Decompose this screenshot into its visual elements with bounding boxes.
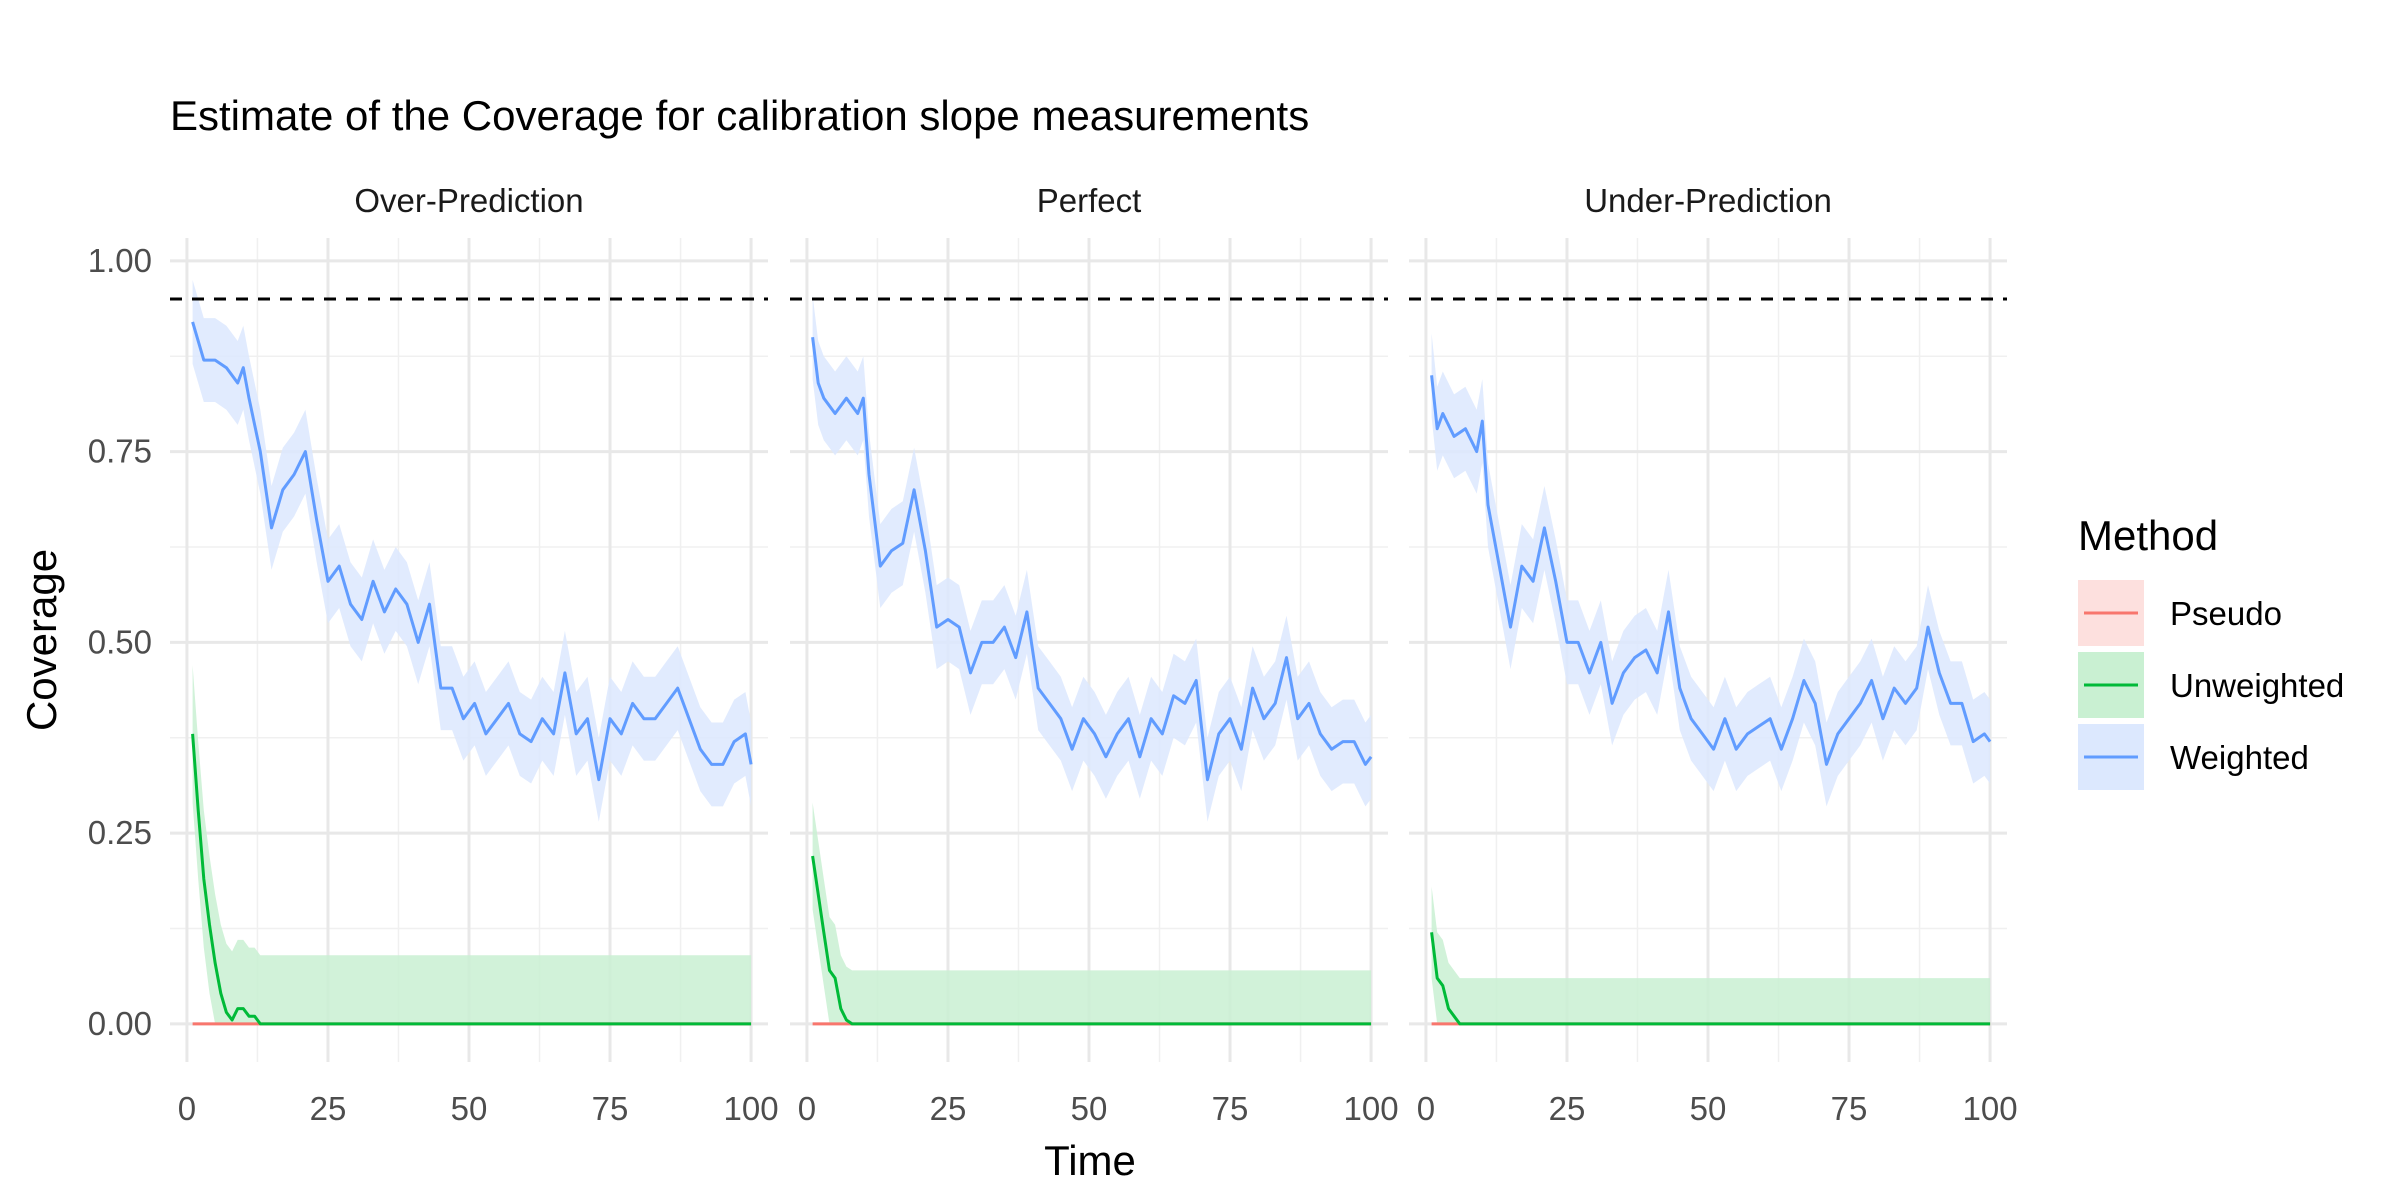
confidence-band-weighted — [192, 280, 752, 822]
legend-title: Method — [2078, 512, 2218, 559]
legend-label: Unweighted — [2170, 667, 2344, 704]
x-tick-label: 100 — [1963, 1090, 2018, 1127]
confidence-band-unweighted — [1431, 886, 1991, 1024]
confidence-band-weighted — [812, 295, 1372, 822]
chart-title: Estimate of the Coverage for calibration… — [170, 92, 1309, 139]
legend-item-weighted: Weighted — [2078, 724, 2309, 790]
legend-label: Weighted — [2170, 739, 2309, 776]
series-line-unweighted — [1430, 932, 1991, 1026]
y-tick-label: 0.50 — [88, 623, 152, 660]
x-tick-label: 50 — [451, 1090, 488, 1127]
series-line-weighted — [1430, 375, 1992, 766]
facet-panels: Over-Prediction 0 25 50 75 100 0.00 0.25 0.50 0.7… — [88, 182, 2018, 1127]
series-line-weighted — [191, 321, 753, 782]
x-tick-label: 100 — [724, 1090, 779, 1127]
x-tick-label: 0 — [178, 1090, 196, 1127]
x-tick-label: 50 — [1690, 1090, 1727, 1127]
y-tick-label: 0.00 — [88, 1005, 152, 1042]
x-tick-label: 75 — [1212, 1090, 1249, 1127]
y-tick-label: 0.25 — [88, 814, 152, 851]
confidence-band-unweighted — [812, 802, 1372, 1024]
y-tick-label: 1.00 — [88, 242, 152, 279]
legend-label: Pseudo — [2170, 595, 2282, 632]
facet-label: Over-Prediction — [354, 182, 583, 219]
x-axis-title: Time — [1044, 1137, 1136, 1184]
confidence-band-unweighted — [192, 665, 752, 1024]
x-tick-label: 25 — [930, 1090, 967, 1127]
x-tick-label: 50 — [1071, 1090, 1108, 1127]
x-tick-label: 0 — [798, 1090, 816, 1127]
x-tick-label: 75 — [592, 1090, 629, 1127]
y-axis-title: Coverage — [18, 549, 65, 731]
series-line-weighted — [811, 337, 1373, 782]
x-tick-label: 25 — [1549, 1090, 1586, 1127]
x-tick-label: 100 — [1344, 1090, 1399, 1127]
series-line-unweighted — [811, 855, 1372, 1026]
legend-item-unweighted: Unweighted — [2078, 652, 2344, 718]
legend: Method Pseudo Unweighted Weighted — [2078, 512, 2344, 790]
x-tick-label: 75 — [1831, 1090, 1868, 1127]
facet-panel: Under-Prediction 0 25 50 75 100 — [1409, 182, 2018, 1127]
y-tick-label: 0.75 — [88, 433, 152, 470]
x-tick-label: 25 — [310, 1090, 347, 1127]
facet-panel: Over-Prediction 0 25 50 75 100 0.00 0.25 0.50 0.7… — [88, 182, 779, 1127]
series-line-unweighted — [191, 733, 752, 1026]
facet-label: Under-Prediction — [1584, 182, 1832, 219]
x-tick-label: 0 — [1417, 1090, 1435, 1127]
facet-panel: Perfect 0 25 50 75 100 — [790, 182, 1399, 1127]
confidence-band-weighted — [1431, 333, 1991, 807]
legend-item-pseudo: Pseudo — [2078, 580, 2282, 646]
facet-label: Perfect — [1037, 182, 1142, 219]
